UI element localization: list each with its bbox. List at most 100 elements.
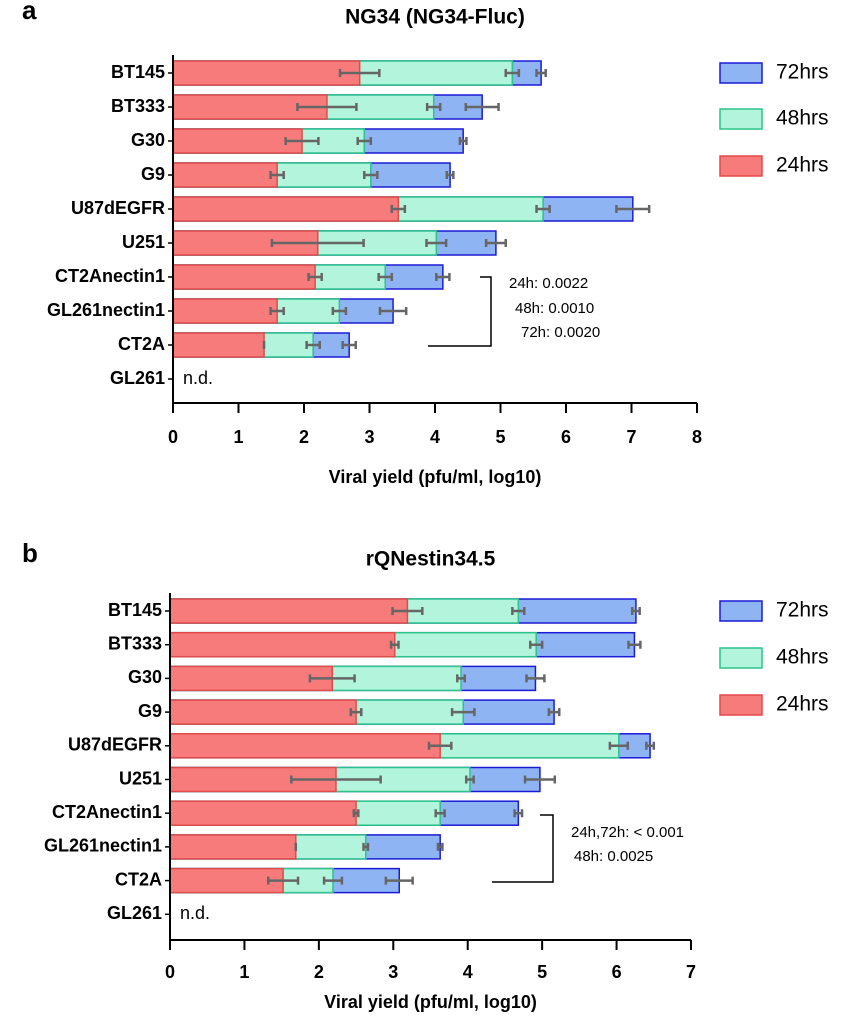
x-tick-label: 3 (364, 427, 374, 447)
legend-swatch (719, 600, 763, 622)
legend-swatch (719, 647, 763, 669)
error-bar (384, 876, 414, 885)
x-tick-label: 1 (233, 427, 243, 447)
significance-bracket (428, 276, 492, 347)
x-tick-label: 5 (495, 427, 505, 447)
y-tick-label: CT2A (118, 334, 165, 354)
error-bar (615, 205, 651, 213)
x-tick-label: 2 (314, 962, 324, 982)
error-bar (290, 775, 382, 784)
error-bar (296, 103, 358, 111)
error-bar (436, 842, 444, 851)
error-bar (427, 741, 453, 750)
error-bar (547, 708, 561, 717)
bar (172, 162, 278, 188)
nd-label: n.d. (183, 368, 213, 388)
legend-swatch (719, 694, 763, 716)
error-bar (341, 341, 357, 349)
error-bar (464, 103, 500, 111)
error-bar (307, 273, 323, 281)
legend-label: 72hrs (776, 61, 829, 84)
x-tick-label: 3 (388, 962, 398, 982)
bar (169, 665, 334, 692)
error-bar (525, 674, 546, 683)
error-bar (535, 205, 551, 213)
y-tick-label: CT2Anectin1 (55, 266, 165, 286)
legend-label: 48hrs (776, 107, 829, 130)
y-tick-label: U251 (122, 232, 165, 252)
error-bar (390, 205, 407, 213)
annotation: 72h: 0.0020 (521, 324, 600, 341)
chart-title: NG34 (NG34-Fluc) (345, 6, 525, 29)
y-tick-label: BT333 (111, 96, 165, 116)
annotation: 48h: 0.0010 (515, 300, 594, 317)
y-tick-label: G30 (128, 667, 162, 687)
y-tick-label: BT145 (108, 600, 162, 620)
bar (169, 800, 357, 826)
x-axis-label: Viral yield (pfu/ml, log10) (324, 992, 537, 1012)
error-bar (391, 607, 424, 615)
error-bar (445, 171, 455, 179)
bar (172, 60, 361, 86)
x-tick-label: 4 (463, 962, 473, 982)
x-tick-label: 6 (612, 962, 622, 982)
error-bar (331, 307, 348, 315)
error-bar (305, 341, 321, 349)
error-bar (378, 307, 408, 315)
error-bar (523, 775, 557, 784)
y-tick-label: G9 (141, 164, 165, 184)
error-bar (349, 708, 363, 717)
y-tick-label: BT333 (108, 633, 162, 653)
error-bar (528, 640, 544, 649)
error-bar (456, 674, 466, 683)
annotation: 24h: 0.0022 (509, 275, 588, 292)
error-bar (425, 239, 448, 247)
error-bar (450, 708, 476, 717)
error-bar (464, 775, 475, 784)
bar (172, 128, 303, 154)
error-bar (435, 273, 451, 281)
error-bar (308, 674, 356, 683)
legend-label: 24hrs (776, 154, 829, 177)
y-tick-label: GL261nectin1 (47, 300, 165, 320)
error-bar (513, 809, 524, 818)
annotation: 24h,72h: < 0.001 (571, 824, 684, 841)
annotation: 48h: 0.0025 (574, 848, 653, 865)
y-tick-label: U87dEGFR (68, 735, 162, 755)
x-tick-label: 0 (165, 962, 175, 982)
error-bar (630, 607, 641, 615)
y-tick-label: U87dEGFR (71, 198, 165, 218)
error-bar (627, 640, 642, 649)
y-tick-label: BT145 (111, 62, 165, 82)
y-tick-label: CT2Anectin1 (52, 802, 162, 822)
legend-swatch (719, 62, 763, 84)
bar (172, 332, 265, 358)
error-bar (322, 876, 344, 885)
chart-title: rQNestin34.5 (366, 548, 496, 571)
y-tick-label: GL261 (110, 368, 165, 388)
panel-label: a (22, 0, 37, 25)
y-tick-label: G30 (131, 130, 165, 150)
bar (169, 733, 441, 759)
x-tick-label: 6 (561, 427, 571, 447)
error-bar (458, 137, 468, 145)
significance-bracket (492, 814, 554, 883)
x-tick-label: 5 (537, 962, 547, 982)
bar (169, 699, 357, 725)
x-tick-label: 7 (626, 427, 636, 447)
legend-swatch (719, 155, 763, 177)
error-bar (434, 809, 446, 818)
x-tick-label: 2 (299, 427, 309, 447)
error-bar (269, 307, 285, 315)
bar (172, 264, 316, 290)
error-bar (535, 69, 547, 77)
x-tick-label: 1 (239, 962, 249, 982)
error-bar (484, 239, 507, 247)
error-bar (511, 607, 526, 615)
error-bar (266, 876, 300, 885)
y-tick-label: GL261 (107, 903, 162, 923)
error-bar (645, 741, 656, 750)
legend-label: 72hrs (776, 599, 829, 622)
error-bar (269, 171, 285, 179)
